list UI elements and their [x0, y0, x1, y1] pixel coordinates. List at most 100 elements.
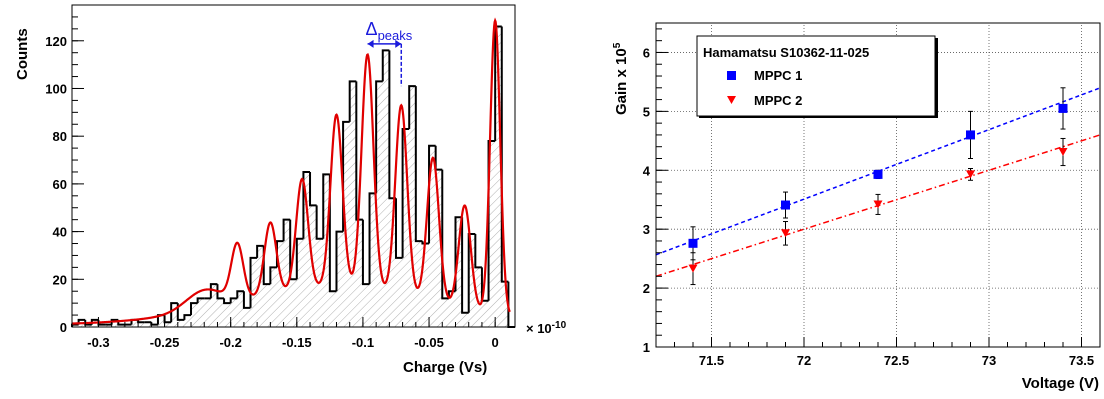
histogram-x-tick-label: -0.05	[414, 335, 444, 350]
histogram-bin	[434, 145, 443, 171]
legend-shadow-bottom	[699, 116, 938, 118]
histogram-y-tick-label: 100	[45, 81, 67, 96]
histogram-bin	[414, 86, 423, 243]
histogram-bin	[461, 217, 469, 314]
gain-x-tick-label: 73	[982, 353, 996, 368]
histogram-bin	[190, 302, 198, 316]
delta-symbol: Δ	[366, 19, 378, 39]
legend-marker-mppc2	[727, 96, 736, 104]
histogram-bin	[368, 192, 377, 285]
legend-box	[696, 35, 936, 117]
gain-point-mppc1	[781, 200, 790, 210]
histogram-bin	[236, 290, 244, 299]
histogram-x-tick-label: -0.1	[352, 335, 374, 350]
histogram-bin	[176, 303, 185, 321]
delta-arrowhead-left	[367, 39, 374, 48]
gain-x-tick-label: 72	[797, 353, 811, 368]
histogram-y-tick-label: 80	[53, 129, 67, 144]
gain-point-mppc1	[688, 238, 698, 248]
histogram-bin	[381, 49, 390, 82]
histogram-frame	[71, 4, 516, 328]
histogram-bin	[223, 298, 231, 305]
gain-x-tick-label: 72.5	[884, 353, 909, 368]
gain-point-mppc1	[966, 130, 975, 140]
histogram-bin	[216, 284, 225, 300]
gain-point-mppc2	[873, 200, 883, 209]
histogram-bin	[507, 281, 515, 328]
legend-shadow-right	[935, 38, 938, 118]
histogram-bin	[328, 174, 337, 293]
histogram-axes: -0.3 -0.25 -0.2 -0.15 -0.1 -0.05 0 0 20 40 60 80 100…	[45, 16, 509, 350]
legend-marker-mppc1	[727, 71, 736, 80]
histogram-bin	[269, 266, 277, 285]
x-multiplier-base: × 10	[526, 321, 552, 336]
histogram-bin	[375, 80, 383, 194]
histogram-y-axis-title: Counts	[14, 28, 31, 80]
histogram-bin	[302, 170, 311, 239]
histogram-bin	[421, 241, 430, 245]
gain-point-mppc1	[873, 169, 883, 179]
histogram-y-tick-label: 0	[60, 320, 67, 335]
histogram-bin	[170, 302, 178, 323]
gain-x-tick-label: 71.5	[699, 353, 724, 368]
histogram-fill	[72, 26, 515, 327]
fit-line	[71, 17, 511, 325]
gain-y-axis-title-exponent: 5	[612, 42, 623, 48]
gain-point-mppc2	[966, 170, 975, 179]
histogram-bin	[309, 171, 317, 207]
x-multiplier: × 10-10	[526, 320, 567, 336]
gain-y-tick-label: 1	[643, 340, 650, 355]
histogram-bin	[256, 244, 264, 258]
histogram-bin	[361, 219, 370, 286]
gain-y-tick-label: 6	[643, 45, 650, 60]
gain-x-axis-title: Voltage (V)	[1022, 375, 1099, 392]
gain-x-tick-label: 73.5	[1069, 353, 1094, 368]
histogram-panel: Δpeaks -0.3 -0.25 -0.2 -0.15 -0.1 -0.05 0 0 20 40…	[14, 4, 567, 376]
histogram-y-tick-label: 40	[53, 225, 67, 240]
histogram-bin	[196, 297, 205, 304]
gain-panel: 71.5 72 72.5 73 73.5 1 2 3 4 5 6 Hamamatsu S10362-…	[612, 22, 1101, 392]
histogram-bin	[242, 291, 251, 309]
gain-points	[688, 87, 1068, 286]
gain-axes: 71.5 72 72.5 73 73.5 1 2 3 4 5 6	[643, 28, 1101, 368]
legend-label-mppc1: MPPC 1	[754, 68, 802, 83]
histogram-x-tick-label: -0.25	[150, 335, 180, 350]
histogram-bin	[394, 198, 403, 259]
histogram-bin	[355, 81, 363, 221]
histogram-bin	[348, 80, 357, 122]
histogram-bin	[282, 218, 291, 242]
histogram-bars	[71, 25, 515, 328]
x-multiplier-exponent: -10	[552, 320, 567, 331]
histogram-bin	[408, 85, 416, 130]
gain-y-tick-label: 2	[643, 281, 650, 296]
delta-subscript: peaks	[378, 28, 413, 43]
legend-label-mppc2: MPPC 2	[754, 93, 802, 108]
delta-peaks-label: Δpeaks	[366, 19, 413, 43]
histogram-bin	[474, 233, 482, 269]
histogram-x-tick-label: -0.3	[87, 335, 109, 350]
delta-peaks-annotation: Δpeaks	[366, 19, 413, 87]
histogram-y-tick-label: 20	[53, 272, 67, 287]
gain-point-mppc2	[688, 264, 698, 273]
gain-y-axis-title-base: Gain x 10	[613, 48, 630, 115]
gain-y-tick-label: 3	[643, 222, 650, 237]
histogram-y-tick-label: 60	[53, 177, 67, 192]
gain-y-tick-label: 4	[643, 163, 651, 178]
histogram-x-tick-label: 0	[492, 335, 499, 350]
histogram-bin	[428, 144, 436, 244]
gain-y-tick-label: 5	[643, 104, 650, 119]
legend-title: Hamamatsu S10362-11-025	[703, 45, 869, 60]
histogram-bin	[322, 173, 330, 239]
fit-curve	[71, 17, 511, 325]
histogram-bin	[209, 283, 218, 299]
gain-point-mppc1	[1058, 103, 1068, 113]
histogram-bin	[315, 205, 324, 240]
gain-y-axis-title: Gain x 105	[612, 42, 630, 115]
gain-point-mppc2	[781, 229, 790, 238]
histogram-bin	[401, 128, 410, 258]
delta-arrowhead-right	[395, 39, 402, 48]
histogram-x-axis-title: Charge (Vs)	[403, 359, 487, 376]
histogram-bin	[295, 237, 304, 280]
legend: Hamamatsu S10362-11-025 MPPC 1 MPPC 2	[696, 35, 938, 118]
